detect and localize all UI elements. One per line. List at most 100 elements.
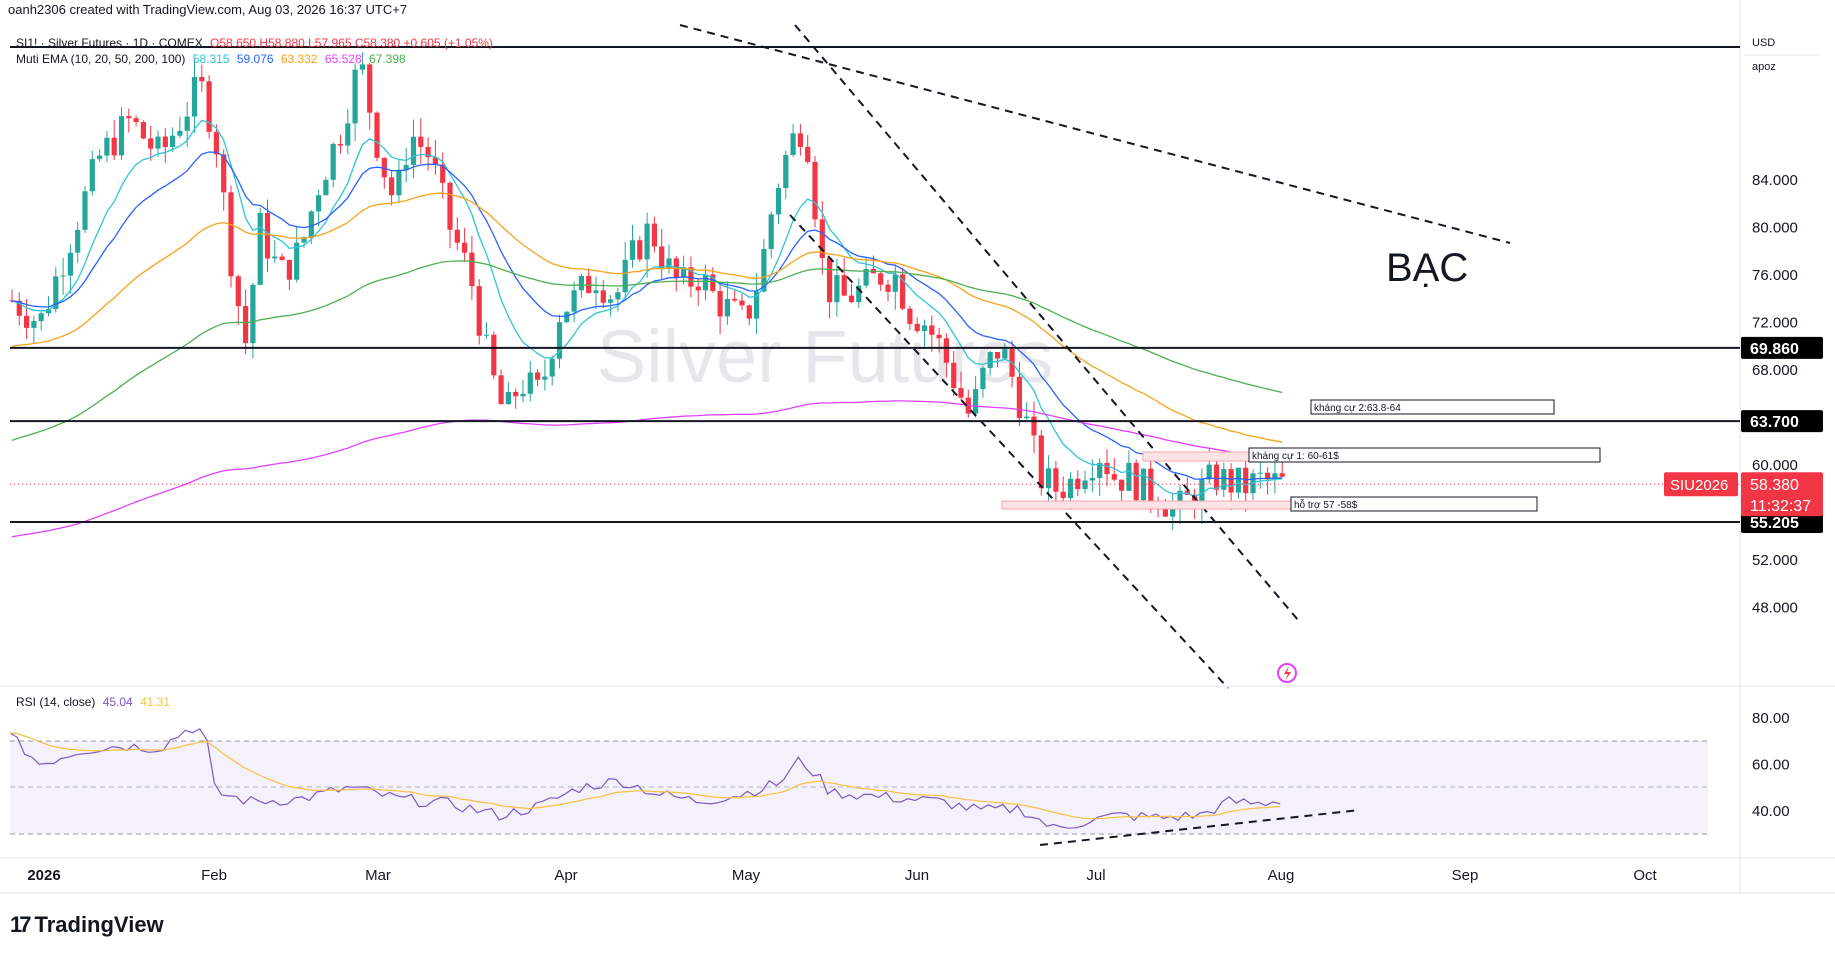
axes: 84.000 80.000 76.000 72.000 68.000 60.000 52.0… [27, 37, 1820, 884]
candle-body [447, 182, 453, 230]
candle-body [425, 146, 431, 158]
candle-body [695, 286, 701, 291]
symbol-tag-text: SIU2026 [1670, 477, 1728, 494]
candle-body [454, 229, 460, 243]
time-axis-label: Oct [1633, 867, 1657, 884]
candle-body [805, 146, 811, 162]
candle-body [1265, 472, 1271, 480]
candle-body [790, 133, 796, 156]
candle-body [980, 367, 986, 390]
candle-body [89, 159, 95, 192]
countdown-text: 11:32:37 [1750, 498, 1811, 515]
price-axis-label: 48.000 [1752, 600, 1798, 617]
candle-body [608, 299, 614, 303]
candle-body [1038, 435, 1044, 489]
candle-body [943, 338, 949, 363]
candle-body [140, 122, 146, 139]
symbol-tag [1664, 472, 1738, 497]
candle-body [199, 76, 205, 82]
candle-body [498, 375, 504, 405]
candle-body [126, 116, 132, 119]
candle-body [462, 242, 468, 253]
candle-body [1097, 462, 1103, 478]
resistance2-box[interactable]: kháng cự 2:63.8-64 [1310, 399, 1555, 415]
rsi-ma-value: 41.31 [140, 695, 171, 709]
time-axis-label: Mar [365, 867, 391, 884]
candle-body [659, 246, 665, 269]
candle-body [1140, 468, 1147, 501]
rsi-legend[interactable]: RSI (14, close) 45.04 41.31 [16, 695, 174, 709]
candle-body [432, 157, 438, 165]
channel-upper-trendline [794, 24, 1299, 621]
lightning-icon[interactable] [1277, 663, 1297, 683]
time-axis-label: Sep [1452, 867, 1479, 884]
ema20-line [11, 151, 1283, 481]
support-zone[interactable]: hỗ trợ 57 -58$ [1001, 496, 1538, 512]
channel-lower-trendline [789, 214, 1229, 689]
candle-body [1046, 468, 1052, 489]
rsi-name: RSI (14, close) [16, 695, 96, 709]
candle-body [848, 295, 855, 303]
candle-body [250, 284, 256, 344]
ema200-value: 65.528 [324, 52, 362, 66]
candle-body [564, 311, 570, 323]
current-price-text: 58.380 [1750, 477, 1799, 494]
candle-body [812, 161, 818, 220]
candle-body [644, 223, 650, 260]
candle-body [556, 322, 563, 359]
candle-body [294, 242, 300, 280]
candle-body [170, 135, 176, 147]
ema-legend[interactable]: Muti EMA (10, 20, 50, 200, 100) 58.315 5… [16, 52, 410, 66]
candle-body [389, 177, 395, 196]
candle-body [1235, 467, 1241, 493]
brand-name: TradingView [34, 912, 164, 937]
candle-body [221, 154, 227, 193]
candle-body [1206, 464, 1212, 480]
candle-body [688, 267, 694, 287]
candle-body [761, 249, 767, 292]
candle-body [513, 391, 519, 397]
rsi-value: 45.04 [102, 695, 133, 709]
symbol-legend[interactable]: SI1! · Silver Futures · 1D · COMEX O58.6… [16, 36, 497, 50]
candle-body [352, 69, 358, 124]
candle-body [1213, 464, 1220, 490]
candle-body [1002, 349, 1008, 359]
candle-body [1221, 469, 1227, 490]
candle-body [323, 179, 329, 196]
candle-body [520, 393, 526, 397]
candle-body [345, 123, 351, 146]
candle-body [1170, 507, 1176, 517]
level-tag [1741, 336, 1823, 359]
candle-body [702, 274, 709, 291]
candle-body [104, 137, 110, 156]
ema200-line [11, 400, 1283, 538]
time-axis-label: Jun [905, 867, 929, 884]
candle-body [264, 212, 271, 259]
candle-body [732, 298, 738, 301]
candle-body [184, 116, 190, 131]
candle-body [1060, 491, 1066, 499]
candle-body [754, 291, 760, 319]
candle-body [527, 372, 533, 394]
candle-body [1031, 416, 1037, 436]
candle-body [863, 268, 869, 286]
candle-body [359, 64, 365, 70]
level-tag-text: 69.860 [1750, 341, 1799, 358]
tradingview-logo[interactable]: 17 TradingView [10, 912, 164, 938]
price-axis-label: 76.000 [1752, 267, 1798, 284]
candle-body [111, 137, 117, 156]
rsi-axis-label: 80.00 [1752, 710, 1790, 727]
resistance1-zone[interactable]: kháng cự 1: 60-61$ [1142, 447, 1601, 463]
candle-body [257, 212, 263, 285]
candle-body [476, 286, 482, 336]
level-tag-text: 55.205 [1750, 515, 1799, 532]
candle-body [892, 274, 898, 292]
candle-body [440, 164, 446, 183]
candle-body [396, 169, 402, 196]
candle-body [600, 290, 606, 303]
rsi-axis-label: 40.00 [1752, 803, 1790, 820]
level-tag [1741, 510, 1823, 533]
price-axis-label: 52.000 [1752, 552, 1798, 569]
